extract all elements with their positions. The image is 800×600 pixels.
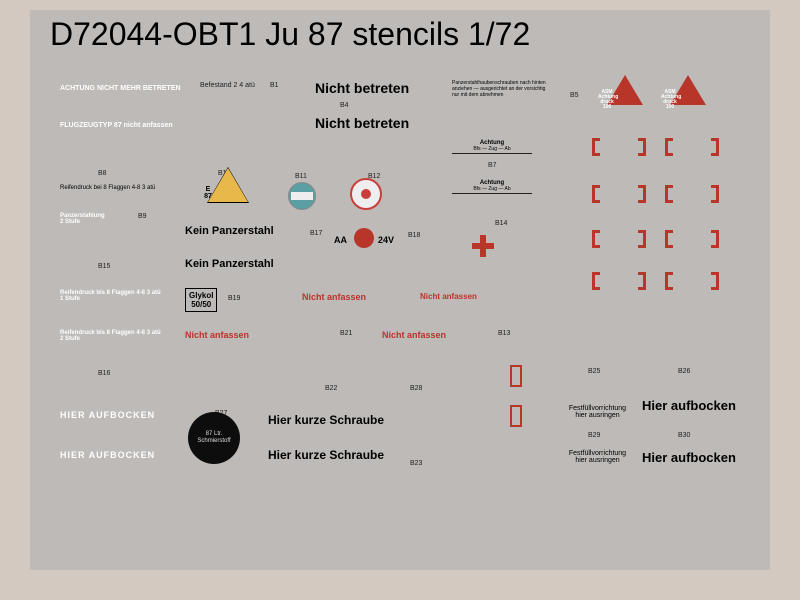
num: B17: [310, 230, 322, 237]
glykol-box: Glykol 50/50: [185, 288, 217, 312]
sheet-inner: D72044-OBT1 Ju 87 stencils 1/72 ACHTUNG …: [30, 10, 770, 570]
num: B13: [498, 330, 510, 337]
num: B8: [98, 170, 107, 177]
aa-label: AA: [334, 235, 347, 245]
num: B1: [270, 82, 279, 89]
red-rect-2: [510, 405, 522, 427]
hier-aufbocken-2: Hier aufbocken: [642, 450, 736, 465]
num: B7: [488, 162, 497, 169]
festfull-1: Festfüllvorrichtung hier ausringen: [550, 405, 645, 419]
white-small-1: Panzerstahlung 2 Stufe: [60, 213, 105, 225]
num: B23: [410, 460, 422, 467]
white-reifendruck-1: Reifendruck bis 8 Flaggen 4-8 3 atü 1 St…: [60, 290, 161, 302]
circle-red-solid-icon: [354, 228, 374, 248]
white-reifendruck-2: Reifendruck bis 8 Flaggen 4-8 3 atü 2 St…: [60, 330, 161, 342]
num: B15: [98, 263, 110, 270]
num: B28: [410, 385, 422, 392]
nicht-anfassen-1: Nicht anfassen: [302, 292, 366, 302]
num: B22: [325, 385, 337, 392]
circle-red-white-icon: [350, 178, 382, 210]
bracket-pair-1: [592, 138, 646, 156]
bracket-pair-8: [665, 272, 719, 290]
kein-panzerstahl-2: Kein Panzerstahl: [185, 258, 274, 270]
num: B9: [138, 213, 147, 220]
stencil-sheet: D72044-OBT1 Ju 87 stencils 1/72 ACHTUNG …: [0, 0, 800, 600]
num: B30: [678, 432, 690, 439]
reifendruck-1: Reifendruck bei 8 Flaggen 4-8 3 atü: [60, 185, 155, 191]
bracket-pair-4: [665, 185, 719, 203]
title: D72044-OBT1 Ju 87 stencils 1/72: [50, 16, 530, 53]
bracket-pair-5: [592, 230, 646, 248]
bracket-pair-3: [592, 185, 646, 203]
achtung-box-2: Achtung Bfs — Zug — Ab: [452, 180, 532, 195]
white-text-2: FLUGZEUGTYP 87 nicht anfassen: [60, 122, 173, 129]
hier-kurze-schraube-2: Hier kurze Schraube: [268, 448, 384, 462]
triangle-red-2: ASM Achtung druck 100: [670, 75, 706, 105]
v24-label: 24V: [378, 235, 394, 245]
white-text-1: ACHTUNG NICHT MEHR BETRETEN: [60, 85, 181, 92]
circle-black-icon: 87 Ltr. Schmierstoff: [188, 412, 240, 464]
num: B14: [495, 220, 507, 227]
circle-teal: [288, 182, 316, 210]
triangle-red-1: ASM Achtung druck 100: [607, 75, 643, 105]
hier-aufbocken-white-2: HIER AUFBOCKEN: [60, 450, 155, 460]
num: B26: [678, 368, 690, 375]
num: B11: [295, 173, 307, 180]
tiny-block: Panzerstahlhaubenschrauben nach hinten a…: [452, 80, 552, 98]
num: B18: [408, 232, 420, 239]
hier-kurze-schraube-1: Hier kurze Schraube: [268, 413, 384, 427]
num: B5: [570, 92, 579, 99]
num: B25: [588, 368, 600, 375]
hier-aufbocken-1: Hier aufbocken: [642, 398, 736, 413]
num: Befestand 2 4 atü: [200, 82, 255, 89]
hier-aufbocken-white-1: HIER AUFBOCKEN: [60, 410, 155, 420]
num: B29: [588, 432, 600, 439]
red-cross-icon: [472, 235, 494, 257]
nicht-anfassen-2: Nicht anfassen: [420, 292, 477, 301]
bracket-pair-7: [592, 272, 646, 290]
num: B21: [340, 330, 352, 337]
festfull-2: Festfüllvorrichtung hier ausringen: [550, 450, 645, 464]
nicht-anfassen-3: Nicht anfassen: [185, 330, 249, 340]
num: B16: [98, 370, 110, 377]
nicht-betreten-1: Nicht betreten: [315, 80, 409, 96]
kein-panzerstahl-1: Kein Panzerstahl: [185, 225, 274, 237]
achtung-box-1: Achtung Bfs — Zug — Ab: [452, 140, 532, 155]
bracket-pair-2: [665, 138, 719, 156]
num: B4: [340, 102, 349, 109]
num: B19: [228, 295, 240, 302]
nicht-anfassen-4: Nicht anfassen: [382, 330, 446, 340]
nicht-betreten-2: Nicht betreten: [315, 115, 409, 131]
bracket-pair-6: [665, 230, 719, 248]
red-rect-1: [510, 365, 522, 387]
